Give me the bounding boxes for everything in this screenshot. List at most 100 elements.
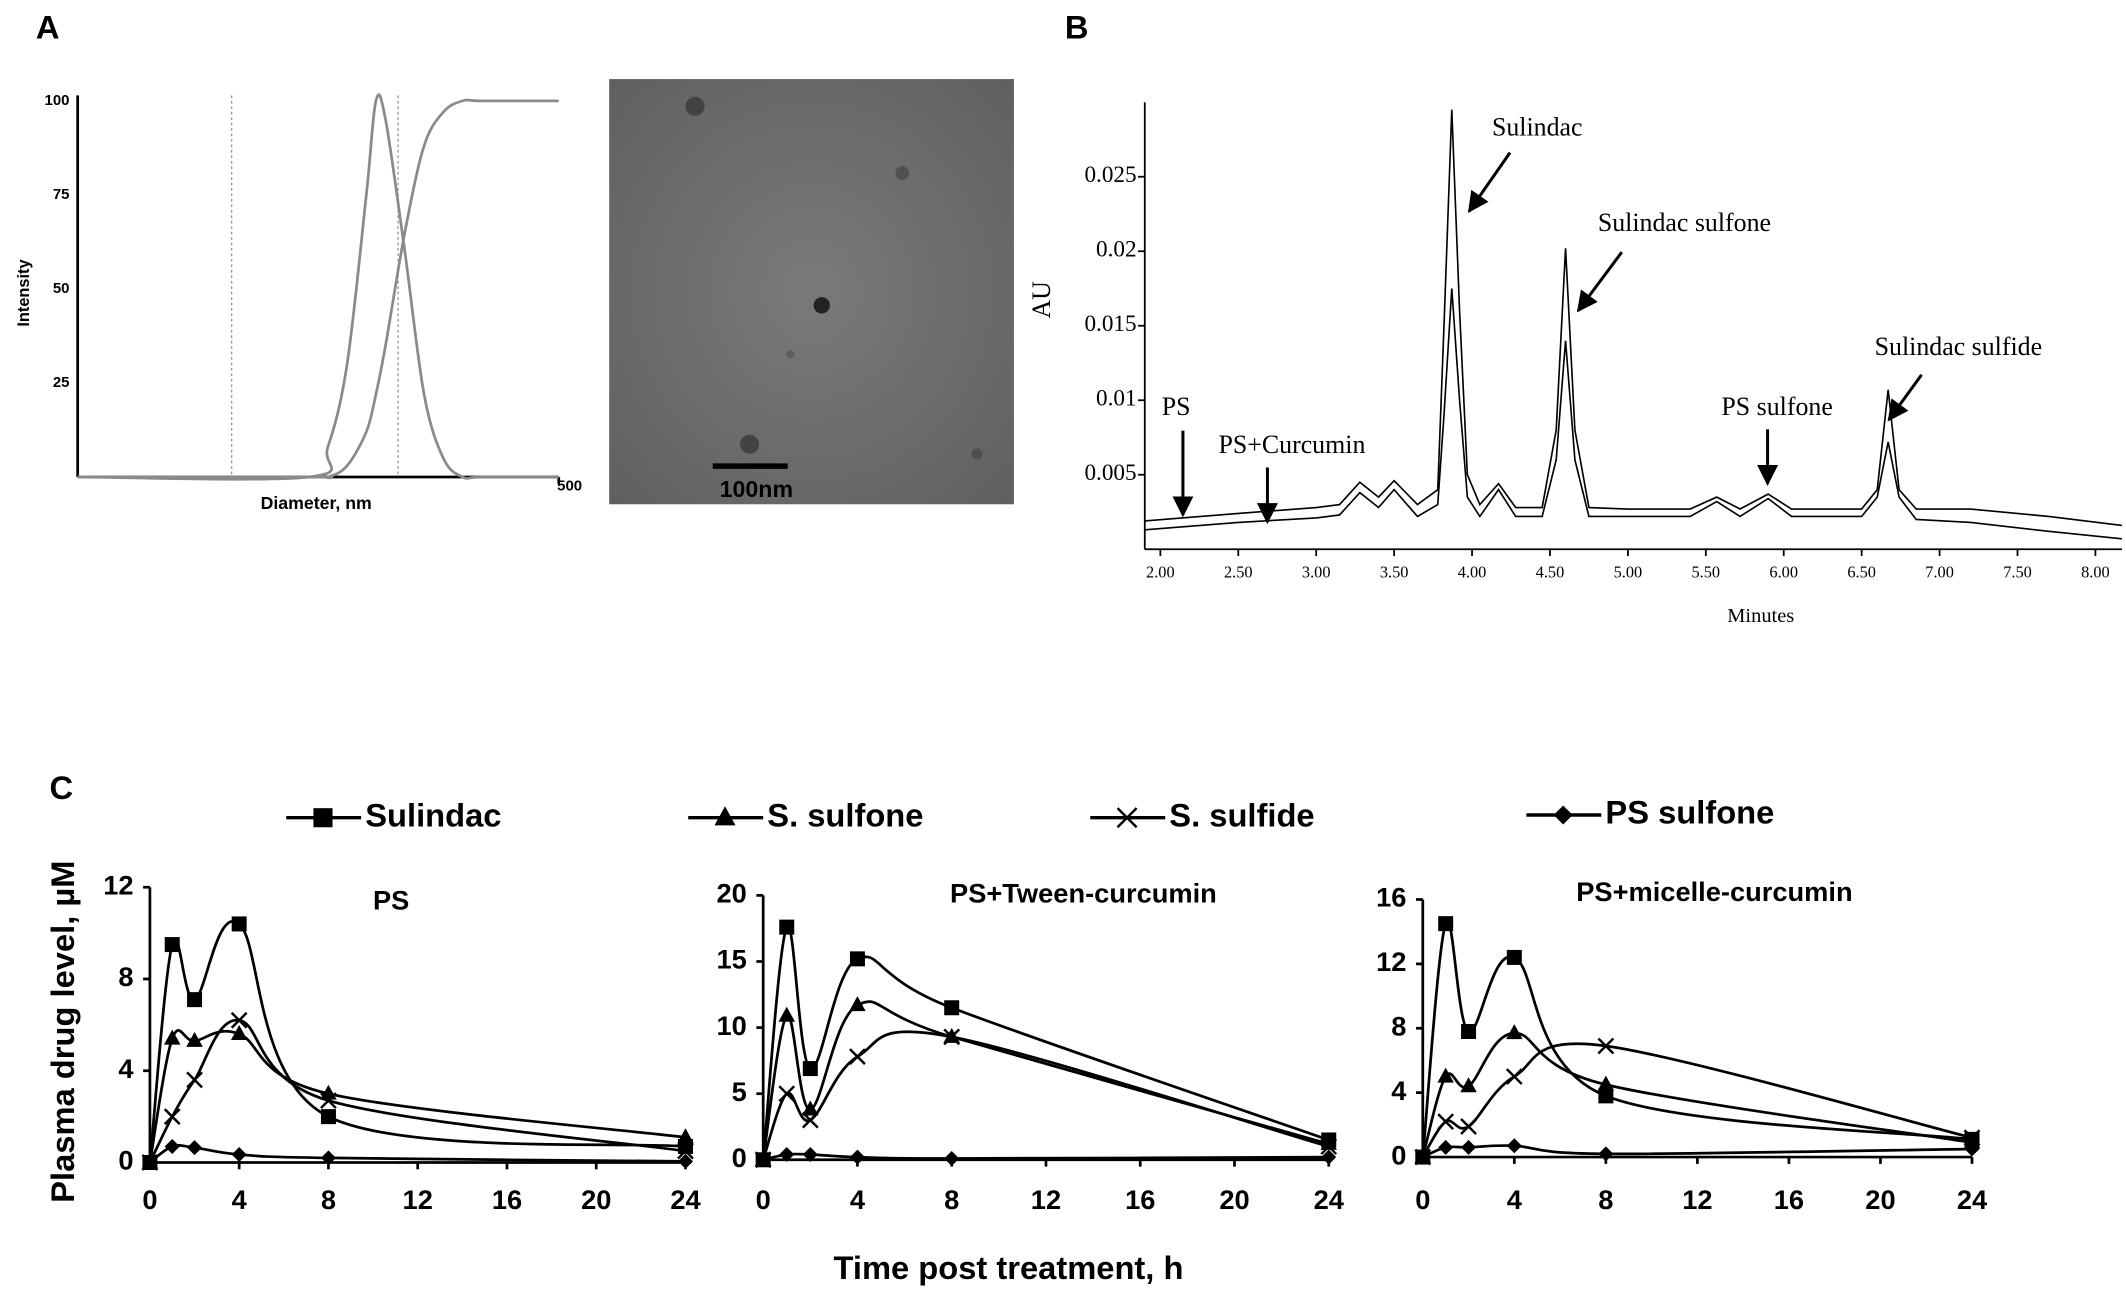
marker-square <box>164 937 180 953</box>
x-tick-label: 3.50 <box>1380 563 1409 582</box>
y-tick-label: 5 <box>732 1076 747 1107</box>
marker-x <box>1597 1037 1615 1055</box>
y-tick-label: 16 <box>1376 882 1406 913</box>
marker-triangle <box>1963 1133 1981 1149</box>
marker-triangle <box>677 1128 694 1144</box>
x-tick-label: 500 <box>557 478 582 495</box>
marker-x-stroke <box>163 1108 181 1125</box>
marker-triangle <box>778 1006 795 1022</box>
marker-square <box>187 992 203 1008</box>
x-tick-label: 12 <box>403 1184 433 1215</box>
marker-diamond <box>944 1150 960 1166</box>
marker-x-stroke <box>1505 1068 1523 1085</box>
annotation-arrow <box>1467 151 1512 213</box>
legend-label: S. sulfone <box>767 796 923 833</box>
marker-triangle <box>714 806 736 826</box>
annotation: PS+Curcumin <box>1219 430 1366 459</box>
tem-background <box>609 79 1014 505</box>
marker-diamond <box>678 1153 693 1169</box>
marker-diamond <box>849 1149 865 1165</box>
particle <box>740 434 760 454</box>
x-axis-label: Time post treatment, h <box>834 1249 1184 1286</box>
panel-label: A <box>36 9 60 46</box>
y-tick-label: 4 <box>118 1053 134 1084</box>
x-tick-label: 7.50 <box>2003 563 2032 582</box>
series-line <box>77 98 559 480</box>
annotation: Sulindac sulfone <box>1598 208 1771 237</box>
marker-square <box>1461 1023 1477 1039</box>
x-tick-label: 20 <box>581 1184 611 1215</box>
marker-diamond <box>1415 1149 1431 1165</box>
x-tick-label: 7.00 <box>1925 563 1954 582</box>
legend-label: PS sulfone <box>1605 794 1774 831</box>
marker-diamond <box>1553 805 1573 825</box>
y-tick-label: 0 <box>1391 1139 1406 1170</box>
marker-triangle <box>1437 1067 1454 1083</box>
particle <box>786 350 795 359</box>
marker-x-stroke <box>1437 1113 1455 1131</box>
x-axis-label: Diameter, nm <box>261 493 372 513</box>
x-tick-label: 12 <box>1682 1184 1712 1215</box>
y-tick-label: 0.01 <box>1096 386 1137 412</box>
marker-x <box>163 1108 181 1125</box>
chart-title: PS <box>373 884 409 915</box>
marker-square <box>1438 916 1454 932</box>
x-tick-label: 24 <box>670 1184 701 1215</box>
marker-x <box>801 1111 819 1129</box>
marker-diamond <box>1461 1139 1477 1155</box>
x-tick-label: 5.50 <box>1692 563 1721 582</box>
legend-label: S. sulfide <box>1169 796 1314 833</box>
marker-x-stroke <box>677 1142 694 1160</box>
tem-image: 100nm <box>609 79 1014 505</box>
y-tick-label: 0 <box>118 1145 133 1176</box>
x-tick-label: 3.00 <box>1302 563 1331 582</box>
marker-x-stroke <box>230 1011 248 1029</box>
x-tick-label: 20 <box>1865 1184 1895 1215</box>
y-tick-label: 0.025 <box>1084 162 1136 188</box>
y-tick-label: 10 <box>717 1010 747 1041</box>
marker-x <box>186 1071 203 1089</box>
marker-x-stroke <box>186 1071 203 1089</box>
marker-diamond <box>779 1147 795 1162</box>
y-tick-label: 50 <box>53 280 70 297</box>
marker-square <box>802 1061 818 1077</box>
marker-x-stroke <box>320 1092 337 1109</box>
y-tick-label: 0.015 <box>1084 311 1136 337</box>
marker-square <box>1598 1088 1614 1104</box>
particle <box>895 166 910 180</box>
marker-triangle <box>1460 1077 1477 1093</box>
marker-x <box>849 1048 866 1066</box>
x-tick-label: 4 <box>232 1184 248 1215</box>
y-axis-label: Plasma drug level, µM <box>44 861 81 1203</box>
y-tick-label: 0 <box>732 1142 747 1173</box>
marker-x-stroke <box>1460 1118 1477 1135</box>
panel-label: B <box>1065 9 1089 46</box>
marker-x-stroke <box>1320 1138 1338 1155</box>
legend-label: Sulindac <box>365 796 501 833</box>
marker-diamond <box>755 1152 771 1168</box>
x-tick-label: 24 <box>1314 1184 1345 1215</box>
particle <box>685 96 705 116</box>
x-tick-label: 6.00 <box>1769 563 1798 582</box>
x-tick-label: 16 <box>1125 1184 1155 1215</box>
marker-x <box>1460 1118 1477 1135</box>
marker-diamond <box>802 1147 818 1162</box>
marker-x <box>320 1092 337 1109</box>
marker-x-stroke <box>778 1085 796 1103</box>
x-tick-label: 5.00 <box>1614 563 1643 582</box>
marker-x <box>677 1142 694 1160</box>
x-tick-label: 4 <box>1507 1184 1523 1215</box>
y-tick-label: 4 <box>1391 1075 1407 1106</box>
x-axis-label: Minutes <box>1727 605 1794 627</box>
annotation: Sulindac <box>1492 112 1583 141</box>
x-tick-label: 12 <box>1031 1184 1061 1215</box>
x-tick-label: 4 <box>850 1184 866 1215</box>
annotation: PS sulfone <box>1721 392 1832 421</box>
x-tick-label: 8 <box>1598 1184 1613 1215</box>
marker-x-stroke <box>1597 1037 1615 1055</box>
y-tick-label: 12 <box>103 869 133 900</box>
series-line <box>1421 919 1973 1158</box>
y-tick-label: 100 <box>44 92 69 109</box>
series-line <box>1144 288 2122 540</box>
